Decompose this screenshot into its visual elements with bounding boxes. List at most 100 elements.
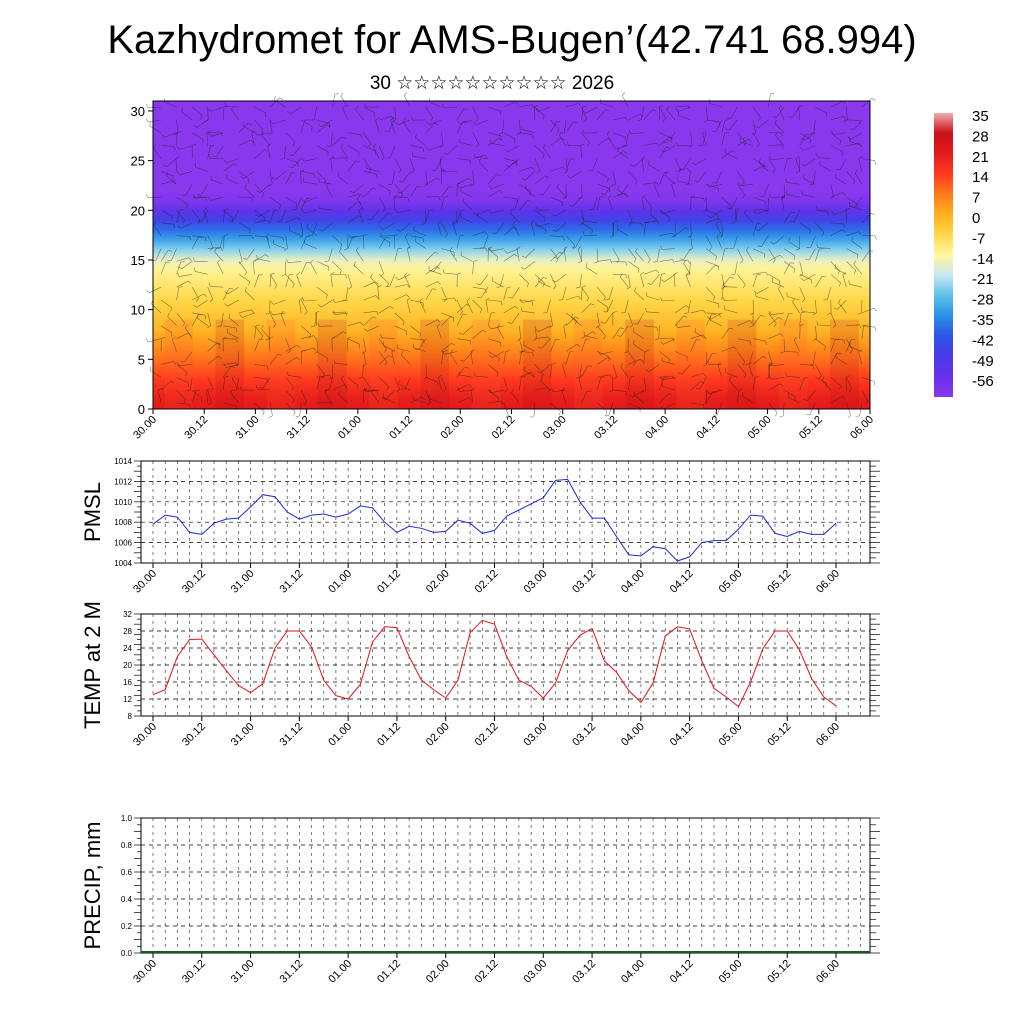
wind-barb-flag	[192, 143, 197, 146]
wind-barb-flag	[457, 120, 461, 124]
wind-barb-flag	[606, 130, 611, 135]
wind-barb	[534, 277, 544, 288]
wind-barb	[413, 230, 426, 236]
wind-barb-flag	[340, 244, 343, 249]
wind-barb	[746, 250, 754, 262]
colorbar-label: -14	[972, 251, 994, 268]
wind-barb-flag	[423, 184, 428, 187]
wind-barb	[347, 215, 359, 224]
wind-barb	[269, 210, 275, 223]
wind-barb	[768, 317, 779, 327]
precip-x-tick-label: 02.12	[473, 958, 501, 986]
wind-barb	[674, 351, 688, 357]
wind-barb	[565, 351, 570, 365]
cross-x-tick-label: 30.12	[182, 414, 210, 442]
wind-barb	[562, 364, 567, 378]
wind-barb	[522, 299, 535, 303]
wind-barb-flag	[542, 115, 545, 120]
wind-barb-flag	[402, 321, 405, 326]
wind-barb	[330, 132, 333, 146]
wind-barb	[578, 377, 582, 391]
wind-barb	[148, 338, 162, 343]
wind-barb	[830, 377, 842, 386]
wind-barb	[342, 107, 349, 121]
wind-barb	[662, 361, 676, 365]
wind-barb-flag	[496, 372, 499, 377]
wind-barb	[659, 393, 669, 404]
wind-barb-flag	[656, 327, 659, 332]
wind-barb	[725, 372, 738, 378]
wind-barb-flag	[662, 118, 666, 122]
wind-barb	[321, 299, 333, 308]
wind-barb	[179, 274, 193, 277]
wind-barb-flag	[476, 143, 480, 148]
wind-barb	[285, 158, 298, 163]
wind-barb-flag	[534, 105, 539, 108]
wind-barb-flag	[385, 237, 390, 239]
wind-barb	[721, 132, 726, 146]
wind-barb	[739, 183, 754, 186]
wind-barb-flag	[847, 414, 852, 419]
wind-barb	[228, 317, 240, 327]
wind-barb-flag	[238, 260, 243, 264]
wind-barb	[296, 274, 302, 288]
wind-barb-flag	[585, 263, 588, 268]
wind-barb	[148, 119, 162, 123]
wind-barb-flag	[507, 322, 512, 324]
wind-barb	[534, 336, 548, 339]
wind-barb-flag	[671, 235, 676, 238]
wind-barb-flag	[513, 162, 518, 165]
wind-barb-flag	[470, 349, 475, 352]
wind-barb	[257, 388, 271, 391]
wind-barb	[724, 299, 738, 301]
wind-barb	[659, 232, 673, 236]
wind-barb-flag	[516, 132, 521, 135]
wind-barb-flag	[484, 231, 488, 235]
wind-barb	[425, 122, 435, 133]
temp-y-tick-label: 8	[128, 712, 133, 721]
wind-barb	[663, 338, 676, 345]
wind-barb	[503, 377, 508, 390]
wind-barb-flag	[645, 221, 650, 224]
wind-barb	[238, 261, 248, 272]
wind-barb	[752, 132, 760, 145]
wind-barb	[441, 197, 445, 211]
wind-barb	[530, 223, 536, 236]
wind-barb	[799, 261, 803, 275]
wind-barb-flag	[404, 272, 408, 276]
wind-barb	[460, 255, 473, 262]
wind-barb-flag	[519, 298, 523, 303]
wind-barb-flag	[504, 250, 508, 254]
wind-barb-flag	[668, 217, 671, 222]
wind-barb	[815, 377, 827, 384]
wind-barb	[861, 377, 875, 382]
wind-barb	[488, 132, 501, 137]
wind-barb-flag	[223, 159, 227, 164]
pmsl-x-tick-label: 30.12	[180, 568, 208, 596]
wind-barb-flag	[342, 104, 346, 109]
wind-barb	[456, 209, 458, 223]
wind-barb-flag	[656, 220, 659, 225]
wind-barb-flag	[414, 237, 417, 242]
wind-barb-flag	[444, 234, 448, 238]
wind-barb-flag	[524, 184, 527, 189]
wind-barb	[690, 222, 692, 236]
wind-barb	[214, 251, 224, 262]
wind-barb-flag	[224, 102, 227, 107]
wind-barb	[705, 391, 713, 404]
wind-barb	[853, 196, 863, 208]
wind-barb	[363, 145, 376, 152]
wind-barb-flag	[182, 322, 185, 327]
wind-barb	[534, 325, 538, 339]
wind-barb-flag	[593, 261, 598, 264]
wind-barb	[338, 394, 349, 404]
wind-barb	[331, 338, 333, 352]
wind-barb-flag	[360, 134, 362, 139]
wind-barb	[534, 106, 545, 117]
cross-x-tick-label: 05.00	[746, 414, 774, 442]
wind-barb-flag	[318, 204, 320, 209]
wind-barb-flag	[421, 222, 426, 225]
precip-x-tick-label: 04.12	[668, 958, 696, 986]
wind-barb-flag	[760, 315, 765, 317]
